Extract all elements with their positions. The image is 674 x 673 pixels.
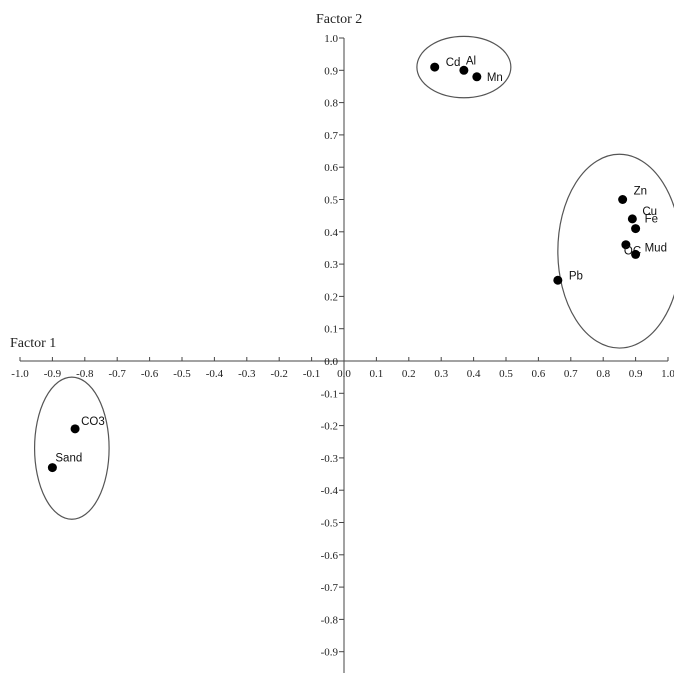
x-tick-label: -0.1 [303, 368, 320, 380]
y-tick-label: -0.1 [321, 388, 338, 400]
x-axis-title: Factor 1 [10, 336, 56, 351]
cluster-ellipses [33, 35, 674, 520]
point-label: Al [466, 55, 476, 67]
y-tick-label: -0.9 [321, 647, 339, 659]
x-tick-label: -1.0 [11, 368, 29, 380]
x-tick-label: -0.4 [206, 368, 224, 380]
data-point [47, 463, 57, 473]
y-tick-label: -0.4 [321, 485, 339, 497]
point-label: Mud [645, 242, 667, 254]
y-axis-ticks: 1.0 0.9 0.8 0.7 0.6 0.5 0.4 0.3 0.2 0.1 0.0 -0.1 -0.… [321, 33, 344, 659]
x-tick-label: 0.5 [499, 368, 513, 380]
x-tick-label: 0.2 [402, 368, 416, 380]
x-tick-label: -0.2 [270, 368, 287, 380]
x-tick-label: 0.6 [532, 368, 546, 380]
y-tick-label: 0.1 [324, 324, 338, 336]
y-tick-label: 0.4 [324, 227, 338, 239]
x-tick-label: 0.7 [564, 368, 578, 380]
x-tick-label: -0.8 [76, 368, 94, 380]
point-label: Fe [645, 214, 658, 226]
y-tick-label: -0.5 [321, 518, 339, 530]
x-tick-label: 0.0 [337, 368, 351, 380]
x-tick-label: 0.3 [434, 368, 448, 380]
point-label: Cd [446, 57, 461, 69]
data-point [621, 240, 631, 250]
y-tick-label: 0.8 [324, 98, 338, 110]
point-label: Cu [642, 206, 657, 218]
y-tick-label: 0.3 [324, 259, 338, 271]
data-points: CdAlMnZnCuFeOCMudPbCO3Sand [47, 55, 667, 473]
data-point [618, 195, 628, 204]
data-point [459, 65, 469, 75]
x-tick-label: -0.7 [108, 368, 126, 380]
x-tick-label: -0.9 [44, 368, 62, 380]
x-tick-label: -0.3 [238, 368, 256, 380]
axes: -1.0 -0.9 -0.8 -0.7 -0.6 -0.5 -0.4 -0.3 -0.2 -0.1… [11, 33, 674, 673]
x-tick-label: 0.4 [467, 368, 481, 380]
cluster-ellipse [416, 35, 512, 99]
point-label: Mn [487, 72, 503, 84]
x-tick-label: 1.0 [661, 368, 674, 380]
data-point [631, 224, 641, 234]
cluster-ellipse [33, 376, 110, 520]
x-tick-label: -0.5 [173, 368, 191, 380]
data-point [472, 72, 482, 82]
y-axis-title: Factor 2 [316, 12, 362, 27]
y-tick-label: -0.3 [321, 453, 339, 465]
data-point [631, 249, 641, 259]
y-tick-label: 1.0 [324, 33, 338, 45]
y-tick-label: 0.0 [324, 356, 338, 368]
x-axis-ticks: -1.0 -0.9 -0.8 -0.7 -0.6 -0.5 -0.4 -0.3 -0.2 -0.1… [11, 357, 674, 380]
y-tick-label: 0.6 [324, 162, 338, 174]
point-label: Zn [634, 186, 647, 198]
y-tick-label: 0.5 [324, 195, 338, 207]
x-tick-label: -0.6 [141, 368, 159, 380]
y-tick-label: 0.2 [324, 291, 338, 303]
data-point [553, 275, 563, 285]
y-tick-label: 0.9 [324, 65, 338, 77]
point-label: Sand [55, 453, 82, 465]
x-tick-label: 0.9 [629, 368, 643, 380]
data-point [627, 214, 637, 224]
cluster-ellipse [557, 153, 674, 349]
y-tick-label: 0.7 [324, 130, 338, 142]
y-tick-label: -0.8 [321, 614, 339, 626]
x-tick-label: 0.1 [370, 368, 384, 380]
point-label: Pb [569, 270, 583, 282]
y-tick-label: -0.6 [321, 550, 339, 562]
x-tick-label: 0.8 [596, 368, 610, 380]
y-tick-label: -0.7 [321, 582, 339, 594]
point-label: CO3 [81, 416, 105, 428]
data-point [70, 424, 80, 434]
y-tick-label: -0.2 [321, 421, 338, 433]
data-point [430, 62, 440, 72]
